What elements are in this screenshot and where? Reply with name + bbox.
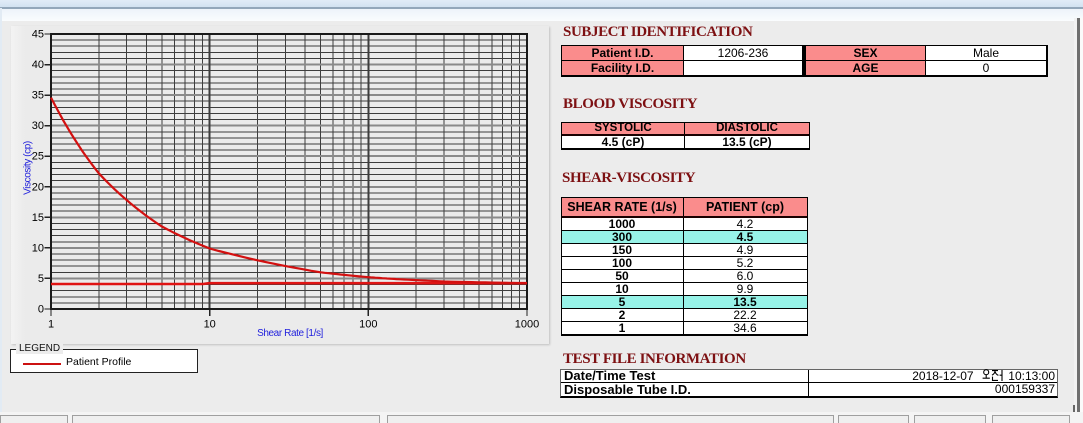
svg-text:1: 1 [48,319,54,331]
svg-text:5: 5 [38,273,44,285]
svg-text:Shear Rate [1/s]: Shear Rate [1/s] [257,328,323,339]
svg-text:15: 15 [32,212,44,224]
svg-text:45: 45 [32,29,44,41]
svg-text:10: 10 [204,319,216,331]
svg-text:1000: 1000 [515,319,539,331]
svg-text:10: 10 [32,242,44,254]
svg-text:Viscosity (cp): Viscosity (cp) [23,141,34,195]
svg-text:25: 25 [32,151,44,163]
svg-text:40: 40 [32,59,44,71]
svg-text:0: 0 [38,304,44,316]
svg-text:20: 20 [32,181,44,193]
svg-text:30: 30 [32,120,44,132]
svg-text:35: 35 [32,90,44,102]
svg-text:100: 100 [359,319,377,331]
